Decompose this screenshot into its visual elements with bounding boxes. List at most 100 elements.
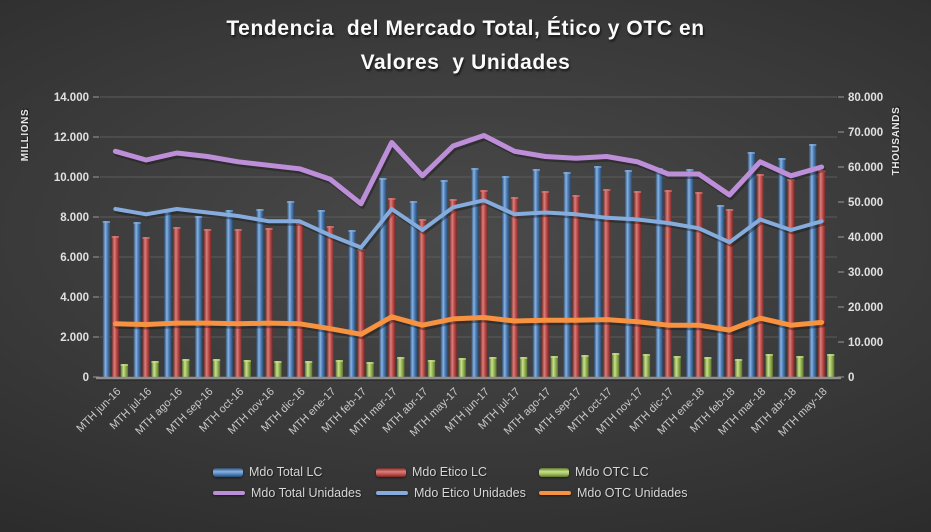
bar — [673, 356, 681, 377]
bar — [348, 230, 356, 377]
bar-series-3 — [120, 353, 835, 377]
bar — [664, 190, 672, 377]
legend-swatch-mdo-etico-lc — [376, 467, 406, 477]
bar — [756, 174, 764, 377]
bar — [243, 360, 251, 377]
left-axis-tick-label: 8.000 — [60, 212, 89, 224]
bar — [480, 190, 488, 377]
bar — [225, 210, 233, 377]
bar — [593, 166, 602, 377]
bar — [787, 179, 795, 377]
bar — [449, 199, 457, 377]
bar — [182, 359, 190, 377]
bar — [194, 216, 203, 377]
bar — [716, 205, 725, 377]
bar — [489, 357, 497, 377]
bar — [265, 228, 273, 377]
bar — [563, 172, 571, 377]
left-axis-tick-label: 0 — [83, 372, 89, 384]
left-axis-tick-label: 14.000 — [54, 92, 89, 104]
bar — [655, 168, 663, 377]
bar — [704, 357, 712, 377]
bar — [234, 229, 242, 377]
bar — [510, 197, 519, 377]
bar — [734, 359, 743, 377]
legend-label: Mdo OTC Unidades — [577, 486, 688, 500]
right-axis-tick-label: 80.000 — [848, 92, 883, 104]
legend-swatch-mdo-otc-lc — [539, 467, 569, 477]
right-axis-tick-label: 0 — [848, 372, 854, 384]
line-series-3 — [112, 314, 825, 337]
bar — [440, 180, 448, 377]
left-axis-tick-label: 6.000 — [60, 252, 89, 264]
legend-label: Mdo OTC LC — [575, 465, 649, 479]
bar — [471, 168, 479, 377]
bar — [256, 209, 264, 377]
bar — [572, 195, 580, 377]
bar — [550, 356, 558, 377]
chart-title-line1: Tendencia del Mercado Total, Ético y OTC… — [226, 17, 705, 40]
right-axis-tick-label: 50.000 — [848, 197, 883, 209]
legend-item-mdo-etico-lc: Mdo Etico LC — [376, 465, 539, 479]
bar — [142, 237, 150, 377]
legend-item-mdo-etico-unidades: Mdo Etico Unidades — [376, 486, 539, 500]
legend-swatch-mdo-total-unidades — [213, 491, 245, 495]
left-axis-tick-label: 10.000 — [54, 172, 89, 184]
legend-item-mdo-otc-lc: Mdo OTC LC — [539, 465, 709, 479]
legend-label: Mdo Total LC — [249, 465, 323, 479]
bar — [624, 170, 633, 377]
bar — [686, 169, 694, 377]
legend-item-mdo-otc-unidades: Mdo OTC Unidades — [539, 486, 709, 500]
bar — [458, 358, 466, 377]
chart-legend: Mdo Total LC Mdo Etico LC Mdo OTC LC Mdo To… — [213, 465, 709, 500]
bar — [778, 158, 786, 377]
bar — [796, 356, 804, 377]
bar — [747, 152, 755, 377]
legend-label: Mdo Etico Unidades — [414, 486, 526, 500]
bar — [212, 359, 221, 377]
bar — [765, 354, 773, 377]
bar — [633, 191, 642, 377]
bar — [817, 170, 826, 377]
bar — [611, 353, 620, 377]
bar — [164, 209, 172, 377]
bar — [203, 229, 212, 377]
legend-item-mdo-total-unidades: Mdo Total Unidades — [213, 486, 376, 500]
line-series-1 — [112, 133, 825, 207]
bar — [725, 209, 734, 377]
bar — [519, 357, 528, 377]
bar — [335, 360, 344, 377]
bar — [379, 178, 387, 377]
bar — [808, 144, 817, 377]
bar — [826, 354, 835, 377]
bar — [317, 210, 326, 377]
left-axis: 0 2.000 4.000 6.000 8.000 10.000 12.000 14.000 — [54, 92, 99, 384]
bar — [642, 354, 651, 377]
bar — [366, 362, 374, 377]
legend-swatch-mdo-total-lc — [213, 467, 243, 477]
bar — [151, 361, 159, 377]
bar — [581, 355, 589, 377]
right-axis: 0 10.000 20.000 30.000 40.000 50.000 60.000 70.… — [838, 92, 883, 384]
bar — [541, 191, 549, 377]
legend-swatch-mdo-etico-unidades — [376, 491, 408, 495]
bar — [418, 219, 427, 377]
bar — [427, 360, 436, 377]
bar — [133, 222, 141, 377]
bar — [695, 192, 703, 377]
right-axis-tick-label: 10.000 — [848, 337, 883, 349]
bar — [274, 361, 282, 377]
bar — [326, 226, 335, 377]
right-axis-tick-label: 60.000 — [848, 162, 883, 174]
legend-item-mdo-total-lc: Mdo Total LC — [213, 465, 376, 479]
right-axis-tick-label: 20.000 — [848, 302, 883, 314]
bar — [120, 364, 129, 377]
bar — [304, 361, 313, 377]
chart-title-line2: Valores y Unidades — [360, 51, 571, 74]
bar — [602, 189, 611, 377]
legend-label: Mdo Total Unidades — [251, 486, 362, 500]
left-axis-tick-label: 4.000 — [60, 292, 89, 304]
